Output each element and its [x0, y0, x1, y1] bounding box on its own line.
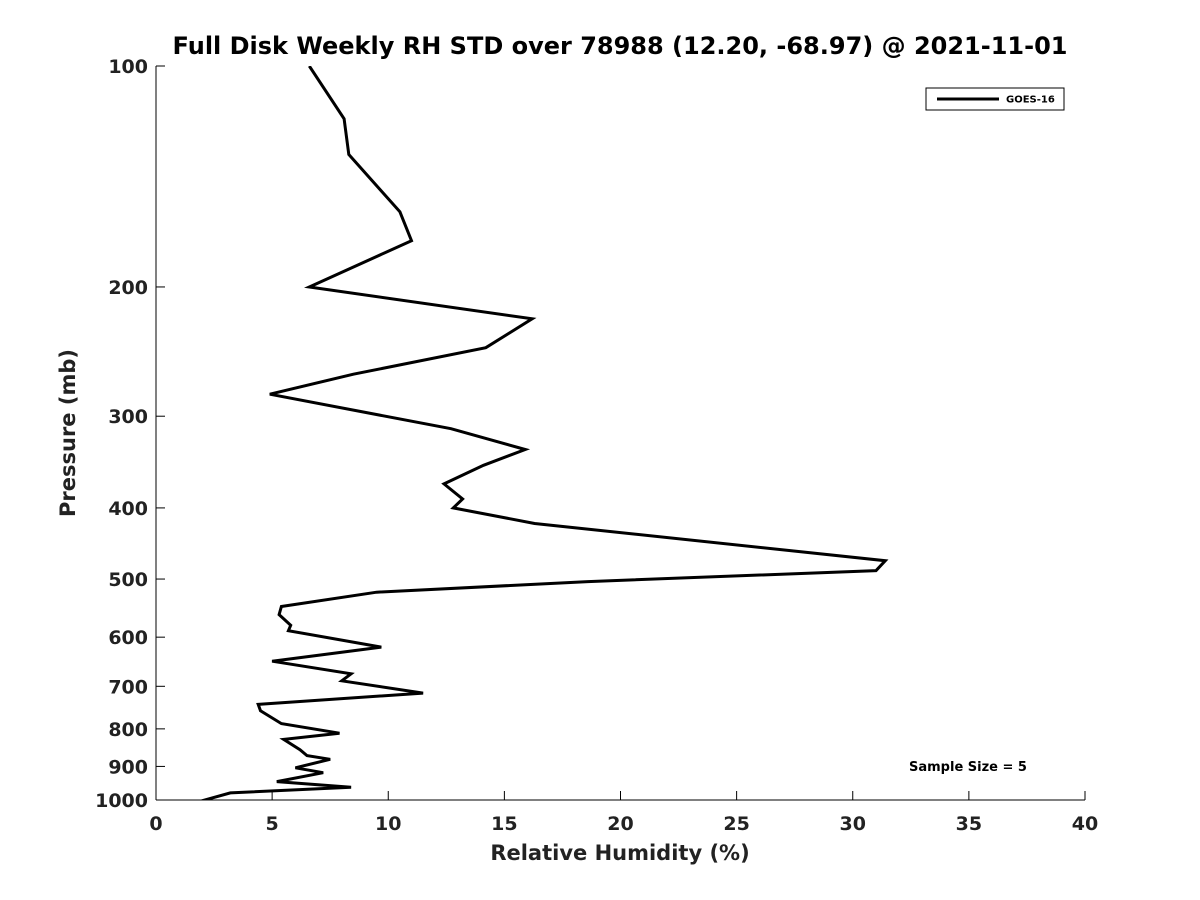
- x-tick-label: 15: [491, 813, 517, 835]
- x-tick-label: 25: [723, 813, 749, 835]
- y-tick-label: 200: [108, 277, 148, 299]
- y-tick-label: 100: [108, 56, 148, 78]
- x-tick-label: 30: [840, 813, 866, 835]
- series-line-goes-16: [201, 66, 889, 800]
- y-tick-label: 600: [108, 627, 148, 649]
- chart-title: Full Disk Weekly RH STD over 78988 (12.2…: [173, 32, 1068, 60]
- y-tick-label: 700: [108, 676, 148, 698]
- x-tick-label: 0: [149, 813, 162, 835]
- y-tick-label: 800: [108, 719, 148, 741]
- x-tick-label: 20: [607, 813, 633, 835]
- x-tick-label: 35: [956, 813, 982, 835]
- legend-entry-goes-16: GOES-16: [1006, 95, 1055, 106]
- series-layer: [201, 66, 889, 800]
- plot-area: 0 5 10 15 20 25 30 35 40 100 200 300 400 500 600 700 80…: [95, 56, 1098, 835]
- y-tick-label: 500: [108, 569, 148, 591]
- sample-size-annotation: Sample Size = 5: [909, 760, 1027, 775]
- y-tick-label: 400: [108, 498, 148, 520]
- x-tick-label: 40: [1072, 813, 1098, 835]
- legend: GOES-16: [925, 87, 1065, 111]
- y-tick-label: 900: [108, 756, 148, 778]
- y-tick-label: 300: [108, 406, 148, 428]
- x-tick-label: 10: [375, 813, 401, 835]
- x-axis-label: Relative Humidity (%): [490, 841, 749, 865]
- y-axis-label: Pressure (mb): [56, 349, 80, 517]
- y-tick-label: 1000: [95, 790, 148, 812]
- x-tick-label: 5: [266, 813, 279, 835]
- x-axis-ticks: 0 5 10 15 20 25 30 35 40: [149, 791, 1098, 835]
- y-axis-ticks: 100 200 300 400 500 600 700 800 900 1000: [95, 56, 165, 812]
